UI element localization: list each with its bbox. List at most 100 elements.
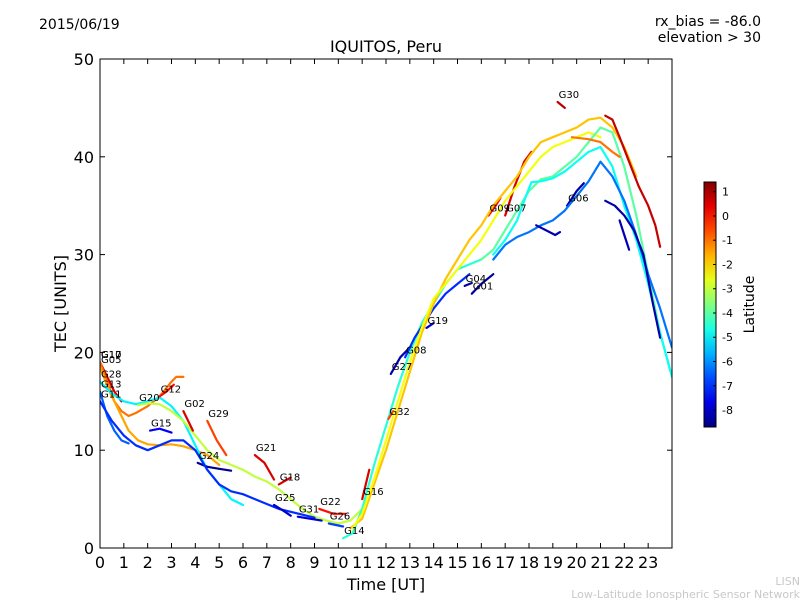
x-tick-label: 7	[262, 553, 272, 572]
colorbar-label: Latitude	[742, 276, 758, 334]
series-line-g32	[387, 410, 395, 420]
series-line-g01	[470, 273, 495, 295]
x-tick-label: 3	[166, 553, 176, 572]
series-line-g27	[389, 346, 411, 375]
series-label-g10: G10	[101, 350, 121, 361]
colorbar-tick-label: -3	[722, 283, 733, 296]
series-label-g25: G25	[275, 493, 295, 504]
colorbar-tick-label: -1	[722, 234, 733, 247]
colorbar-tick-label: -5	[722, 331, 733, 344]
bias-info: rx_bias = -86.0 elevation > 30	[655, 14, 761, 46]
x-tick-label: 12	[376, 553, 396, 572]
series-label-g02: G02	[184, 399, 204, 410]
watermark-line2: Low-Latitude Ionospheric Sensor Network	[571, 588, 800, 601]
y-axis-label: TEC [UNITS]	[51, 255, 70, 353]
series-line-g26	[327, 522, 345, 528]
x-tick-label: 11	[352, 553, 372, 572]
colorbar-tick-label: 1	[722, 186, 729, 199]
watermark: LISN Low-Latitude Ionospheric Sensor Net…	[571, 575, 800, 601]
series-label-g08: G08	[406, 345, 426, 356]
series-label-g31: G31	[299, 505, 319, 516]
y-tick-label: 30	[74, 246, 94, 265]
colorbar-tick-label: -7	[722, 380, 733, 393]
series-line-track-31	[351, 131, 602, 530]
series-line-track-33	[492, 145, 672, 378]
series-line-track-37	[604, 199, 662, 339]
series-group	[100, 100, 672, 540]
series-line-g31	[296, 515, 323, 522]
y-tick-label: 20	[74, 343, 94, 362]
rx-bias-label: rx_bias = -86.0	[654, 14, 761, 30]
x-tick-label: 9	[309, 553, 319, 572]
series-line-track-36	[604, 114, 662, 248]
series-line-g21	[253, 454, 276, 481]
series-label-g01: G01	[473, 282, 493, 293]
series-label-g12: G12	[161, 384, 181, 395]
x-tick-label: 18	[519, 553, 539, 572]
colorbar	[703, 181, 717, 428]
series-label-g17: G17	[101, 350, 121, 361]
x-tick-label: 22	[614, 553, 634, 572]
x-tick-label: 4	[190, 553, 200, 572]
series-label-g28: G28	[101, 370, 121, 381]
series-label-g18: G18	[280, 472, 300, 483]
x-tick-label: 13	[400, 553, 420, 572]
series-line-track-39	[570, 136, 621, 158]
series-label-g07: G07	[506, 203, 526, 214]
series-label-g19: G19	[428, 316, 448, 327]
series-label-g09: G09	[489, 203, 509, 214]
x-tick-label: 23	[638, 553, 658, 572]
series-label-g13: G13	[101, 380, 121, 391]
x-tick-label: 19	[543, 553, 563, 572]
series-label-g05: G05	[101, 355, 121, 366]
x-tick-label: 15	[447, 553, 467, 572]
x-tick-label: 5	[214, 553, 224, 572]
series-label-g32: G32	[389, 407, 409, 418]
y-tick-label: 0	[84, 539, 94, 558]
series-line-g18	[277, 476, 292, 486]
series-line-g20	[137, 402, 364, 525]
series-line-track-38	[618, 219, 631, 251]
series-line-g08	[404, 273, 471, 359]
x-tick-label: 6	[238, 553, 248, 572]
y-tick-label: 50	[74, 50, 94, 69]
series-line-g16	[361, 468, 371, 501]
x-tick-label: 21	[590, 553, 610, 572]
series-label-g16: G16	[363, 487, 383, 498]
series-label-g21: G21	[256, 443, 276, 454]
series-line-g12	[158, 383, 175, 398]
series-label-g26: G26	[330, 512, 350, 523]
series-label-g14: G14	[344, 526, 364, 537]
y-tick-label: 10	[74, 441, 94, 460]
chart-title: IQUITOS, Peru	[329, 37, 443, 56]
series-line-g02	[182, 410, 194, 432]
series-line-track-35	[535, 224, 562, 237]
x-axis-label: Time [UT]	[346, 575, 425, 594]
x-tick-label: 10	[328, 553, 348, 572]
series-label-g30: G30	[559, 90, 579, 101]
series-line-g22	[318, 507, 347, 515]
x-tick-label: 8	[286, 553, 296, 572]
series-label-g04: G04	[466, 274, 486, 285]
colorbar-tick-label: -2	[722, 258, 733, 271]
x-tick-label: 1	[119, 553, 129, 572]
series-line-g24	[196, 461, 233, 472]
colorbar-tick-label: 0	[722, 210, 729, 223]
series-line-g25	[272, 503, 292, 517]
series-line-g06	[566, 182, 585, 207]
series-line-track-30	[349, 116, 638, 530]
series-label-g27: G27	[392, 362, 412, 373]
series-line-g15	[149, 427, 173, 434]
series-line-g29	[206, 419, 228, 457]
series-label-g22: G22	[320, 497, 340, 508]
colorbar-tick-label: -8	[722, 404, 733, 417]
series-label-g06: G06	[568, 194, 588, 205]
colorbar-tick-label: -6	[722, 356, 733, 369]
x-tick-label: 0	[95, 553, 105, 572]
elevation-label: elevation > 30	[657, 30, 761, 46]
series-line-g30	[556, 100, 566, 109]
series-label-g20: G20	[139, 393, 159, 404]
series-label-g15: G15	[151, 419, 171, 430]
